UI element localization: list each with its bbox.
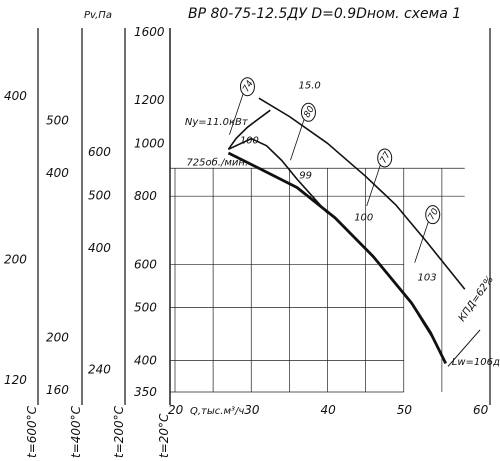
annotation-text: 100: [354, 212, 373, 223]
efficiency-leader: [366, 163, 382, 207]
temp-scale-label: 160: [46, 383, 69, 397]
y-tick-label: 800: [134, 189, 157, 203]
annotation-text: 100: [240, 135, 259, 146]
temp-scale-name: t=400°C: [69, 405, 83, 458]
x-tick-label: 60: [473, 403, 489, 417]
temp-scale-label: 200: [4, 252, 27, 266]
temp-scale-label: 500: [46, 114, 69, 128]
annotation-text: 99: [299, 171, 312, 182]
temp-scale-label: 500: [88, 188, 111, 202]
annotation-text: Lw=106дБА: [452, 357, 500, 368]
annotation-text: Ny=11.0кВт: [185, 117, 249, 128]
temp-scale-label: 600: [88, 145, 111, 159]
efficiency-marker: [239, 77, 255, 97]
x-tick-label: 40: [321, 403, 337, 417]
y-tick-label: 600: [134, 257, 157, 271]
temp-scale-label: 400: [46, 166, 69, 180]
series-line: [228, 137, 329, 214]
y-tick-label: 400: [134, 353, 157, 367]
y-tick-label: 350: [134, 385, 157, 399]
y-tick-label: 1000: [134, 136, 165, 150]
y-tick-label: 500: [134, 301, 157, 315]
temp-scale-name: t=200°C: [112, 405, 126, 458]
temp-scale-name: t=600°C: [25, 405, 39, 458]
annotation-text: 15.0: [299, 81, 321, 92]
x-axis-label: Q,тыс.м³/ч: [190, 406, 244, 417]
y-tick-label: 1600: [134, 25, 165, 39]
temp-scale-name: t=20°C: [157, 413, 171, 458]
efficiency-marker: [377, 148, 393, 168]
efficiency-leader: [229, 92, 244, 135]
series-line: [410, 302, 447, 364]
y-tick-label: 1200: [134, 93, 165, 107]
x-tick-label: 30: [244, 403, 260, 417]
temp-scale-label: 200: [46, 330, 69, 344]
x-tick-label: 20: [168, 403, 184, 417]
series-line: [447, 329, 481, 367]
efficiency-leader: [290, 118, 305, 161]
annotation-text: 103: [417, 273, 436, 284]
annotation-text: 725об./мин.: [186, 157, 248, 169]
series-line: [258, 97, 466, 290]
series-line: [227, 151, 447, 365]
temp-scale-label: 400: [88, 241, 111, 255]
temp-scale-label: 120: [4, 373, 27, 387]
y-axis-label: Pv,Па: [84, 10, 112, 21]
series-line: [227, 109, 271, 150]
temp-scale-label: 400: [4, 89, 27, 103]
chart-title: ВР 80-75-12.5ДУ D=0.9Dном. схема 1: [188, 6, 461, 22]
x-tick-label: 50: [397, 403, 413, 417]
efficiency-marker: [425, 205, 441, 225]
efficiency-leader: [414, 220, 430, 263]
efficiency-marker: [300, 102, 316, 122]
temp-scale-label: 240: [88, 362, 111, 376]
